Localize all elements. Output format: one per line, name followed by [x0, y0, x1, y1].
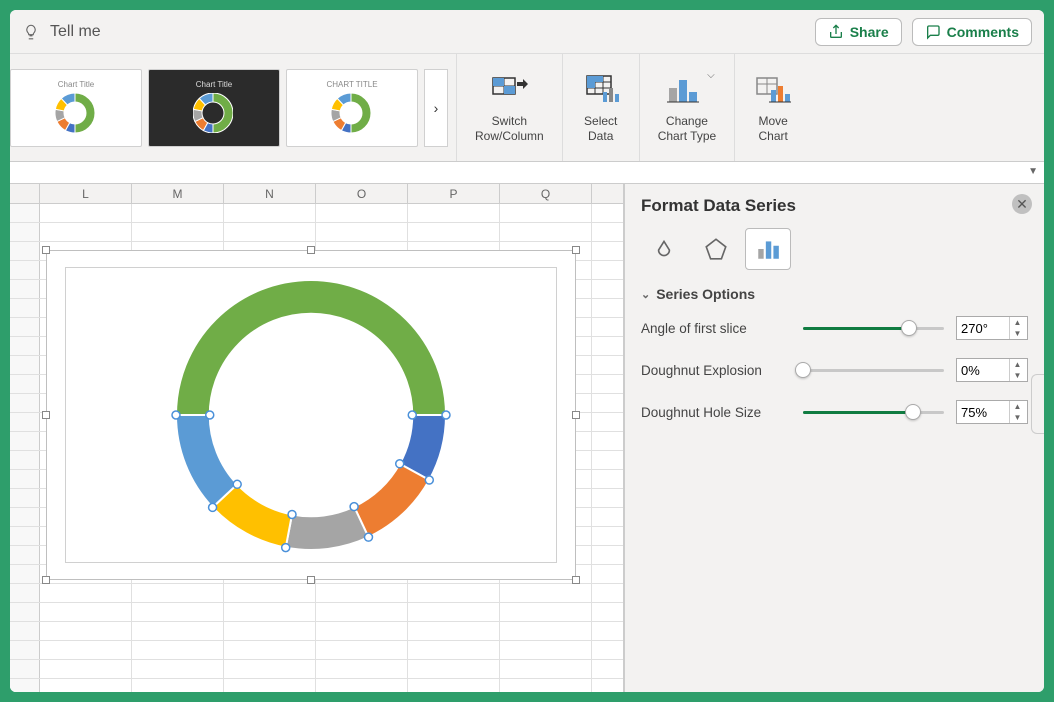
- spin-up[interactable]: ▲: [1010, 317, 1025, 328]
- pane-tabs: [641, 228, 1028, 270]
- explosion-option-row: Doughnut Explosion ▲▼: [641, 358, 1028, 382]
- series-selection-marker: [396, 460, 404, 468]
- series-selection-marker: [425, 476, 433, 484]
- spin-down[interactable]: ▼: [1010, 370, 1025, 381]
- chevron-down-icon: ⌵: [707, 70, 715, 81]
- section-label: Series Options: [656, 286, 755, 302]
- formula-bar-row: ▼: [10, 162, 1044, 184]
- hole-label: Doughnut Hole Size: [641, 405, 791, 420]
- chart-style-thumb[interactable]: Chart Title: [148, 69, 280, 147]
- doughnut-slice[interactable]: [176, 415, 237, 507]
- series-selection-marker: [233, 480, 241, 488]
- comments-label: Comments: [947, 24, 1019, 40]
- hole-input[interactable]: [957, 405, 1009, 420]
- switch-row-column-button[interactable]: SwitchRow/Column: [457, 54, 563, 161]
- hole-option-row: Doughnut Hole Size ▲▼: [641, 400, 1028, 424]
- pane-title: Format Data Series: [641, 196, 1028, 216]
- angle-option-row: Angle of first slice ▲▼: [641, 316, 1028, 340]
- resize-handle[interactable]: [42, 576, 50, 584]
- change-chart-type-button[interactable]: ⌵ ChangeChart Type: [640, 54, 735, 161]
- series-selection-marker: [350, 503, 358, 511]
- column-header[interactable]: O: [316, 184, 408, 203]
- share-label: Share: [850, 24, 889, 40]
- chart-object[interactable]: [46, 250, 576, 580]
- doughnut-slice[interactable]: [176, 280, 446, 415]
- share-button[interactable]: Share: [815, 18, 902, 46]
- series-selection-marker: [206, 411, 214, 419]
- ribbon: Chart TitleChart TitleCHART TITLE › Swit…: [10, 54, 1044, 162]
- switch-row-column-icon: [489, 72, 529, 108]
- pane-edge-tab[interactable]: [1031, 374, 1044, 434]
- column-header[interactable]: L: [40, 184, 132, 203]
- resize-handle[interactable]: [307, 246, 315, 254]
- doughnut-chart[interactable]: [161, 265, 461, 565]
- change-chart-type-icon: [663, 72, 703, 108]
- angle-slider[interactable]: [803, 319, 944, 337]
- series-options-header[interactable]: ⌄ Series Options: [641, 286, 1028, 302]
- angle-value-input[interactable]: ▲▼: [956, 316, 1028, 340]
- select-data-button[interactable]: SelectData: [563, 54, 640, 161]
- format-pane: Format Data Series ✕ ⌄: [624, 184, 1044, 692]
- move-chart-button[interactable]: MoveChart: [735, 54, 811, 161]
- doughnut-slice[interactable]: [286, 507, 369, 550]
- resize-handle[interactable]: [42, 246, 50, 254]
- explosion-slider[interactable]: [803, 361, 944, 379]
- series-selection-marker: [172, 411, 180, 419]
- column-headers: LMNOPQ: [10, 184, 623, 204]
- chevron-down-icon: ⌄: [641, 288, 650, 301]
- select-data-icon: [581, 72, 621, 108]
- hole-slider[interactable]: [803, 403, 944, 421]
- share-icon: [828, 24, 844, 40]
- series-selection-marker: [442, 411, 450, 419]
- expand-formula-icon[interactable]: ▼: [1028, 166, 1038, 177]
- series-selection-marker: [364, 533, 372, 541]
- resize-handle[interactable]: [572, 246, 580, 254]
- fill-tab[interactable]: [641, 228, 687, 270]
- column-header[interactable]: M: [132, 184, 224, 203]
- spin-up[interactable]: ▲: [1010, 401, 1025, 412]
- angle-label: Angle of first slice: [641, 321, 791, 336]
- column-header[interactable]: Q: [500, 184, 592, 203]
- doughnut-slice[interactable]: [354, 464, 429, 537]
- spin-up[interactable]: ▲: [1010, 359, 1025, 370]
- chart-style-thumb[interactable]: Chart Title: [10, 69, 142, 147]
- explosion-value-input[interactable]: ▲▼: [956, 358, 1028, 382]
- chart-style-gallery: Chart TitleChart TitleCHART TITLE ›: [10, 54, 457, 161]
- resize-handle[interactable]: [42, 411, 50, 419]
- lightbulb-icon: [22, 23, 40, 41]
- plot-area[interactable]: [65, 267, 557, 563]
- move-chart-label: MoveChart: [759, 114, 788, 143]
- gallery-more-button[interactable]: ›: [424, 69, 448, 147]
- move-chart-icon: [753, 72, 793, 108]
- explosion-label: Doughnut Explosion: [641, 363, 791, 378]
- column-header[interactable]: P: [408, 184, 500, 203]
- excel-window: Tell me Share Comments Chart TitleChart …: [10, 10, 1044, 692]
- explosion-input[interactable]: [957, 363, 1009, 378]
- chart-style-thumb[interactable]: CHART TITLE: [286, 69, 418, 147]
- comment-icon: [925, 24, 941, 40]
- change-type-label: ChangeChart Type: [658, 114, 716, 143]
- series-selection-marker: [282, 544, 290, 552]
- comments-button[interactable]: Comments: [912, 18, 1032, 46]
- series-options-tab[interactable]: [745, 228, 791, 270]
- hole-value-input[interactable]: ▲▼: [956, 400, 1028, 424]
- close-pane-button[interactable]: ✕: [1012, 194, 1032, 214]
- effects-tab[interactable]: [693, 228, 739, 270]
- tell-me-text[interactable]: Tell me: [50, 23, 101, 41]
- switch-label: SwitchRow/Column: [475, 114, 544, 143]
- select-data-label: SelectData: [584, 114, 617, 143]
- spin-down[interactable]: ▼: [1010, 328, 1025, 339]
- column-header[interactable]: N: [224, 184, 316, 203]
- resize-handle[interactable]: [307, 576, 315, 584]
- topbar: Tell me Share Comments: [10, 10, 1044, 54]
- series-selection-marker: [209, 503, 217, 511]
- resize-handle[interactable]: [572, 411, 580, 419]
- series-selection-marker: [408, 411, 416, 419]
- resize-handle[interactable]: [572, 576, 580, 584]
- worksheet[interactable]: LMNOPQ: [10, 184, 624, 692]
- spin-down[interactable]: ▼: [1010, 412, 1025, 423]
- angle-input[interactable]: [957, 321, 1009, 336]
- series-selection-marker: [288, 510, 296, 518]
- main-area: LMNOPQ Format Data Series ✕: [10, 184, 1044, 692]
